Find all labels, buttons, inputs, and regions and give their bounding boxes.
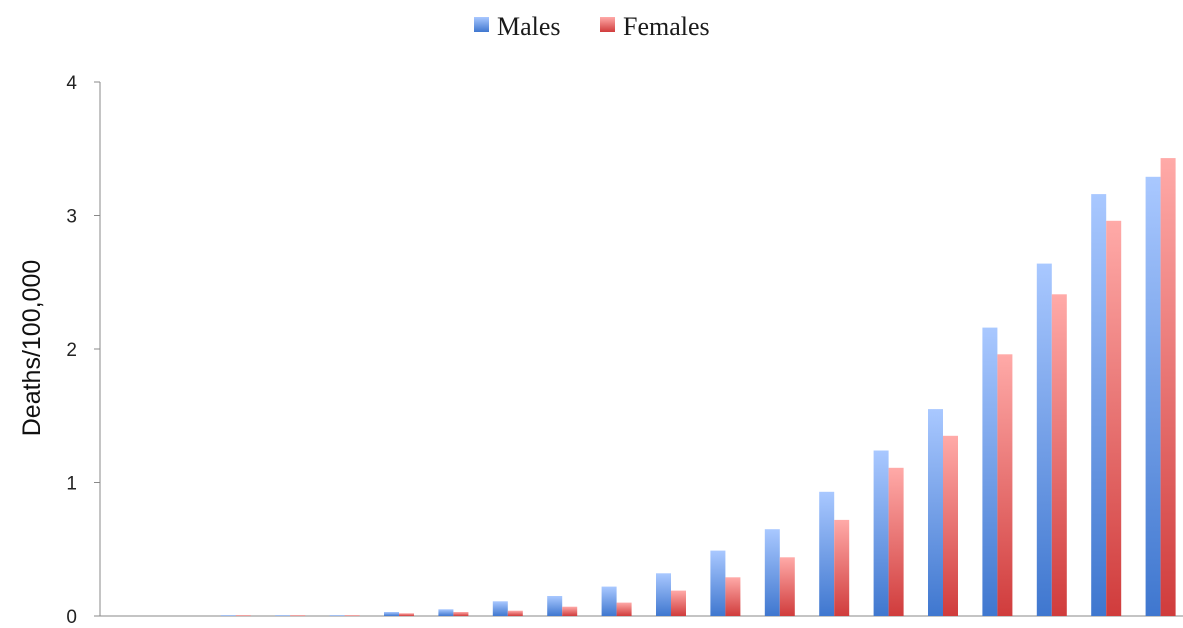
bar-female-15 bbox=[888, 467, 904, 616]
legend: Males Females bbox=[474, 12, 710, 41]
bar-female-18 bbox=[1051, 294, 1067, 616]
bar-male-15 bbox=[873, 450, 889, 616]
bar-male-13 bbox=[764, 529, 780, 616]
legend-swatch-females bbox=[600, 17, 615, 32]
y-tick-label: 0 bbox=[66, 607, 77, 628]
bar-female-9 bbox=[562, 606, 578, 616]
y-tick-label: 1 bbox=[66, 474, 77, 495]
bar-male-14 bbox=[819, 491, 835, 616]
y-tick-label: 2 bbox=[66, 340, 77, 361]
y-tick-label: 3 bbox=[66, 207, 77, 228]
bar-female-3 bbox=[235, 615, 251, 616]
bar-female-19 bbox=[1106, 220, 1122, 617]
bar-female-13 bbox=[779, 557, 795, 616]
legend-swatch-males bbox=[474, 17, 489, 32]
bar-male-12 bbox=[710, 550, 726, 616]
bar-male-16 bbox=[928, 409, 943, 616]
bar-female-17 bbox=[997, 354, 1013, 616]
bar-female-4 bbox=[290, 615, 306, 616]
bar-male-19 bbox=[1091, 194, 1107, 616]
y-axis-label: Deaths/100,000 bbox=[18, 260, 46, 437]
bar-female-16 bbox=[943, 435, 958, 616]
bar-female-6 bbox=[399, 613, 414, 616]
bar-female-10 bbox=[616, 602, 632, 616]
bar-male-10 bbox=[601, 586, 617, 616]
bars bbox=[220, 158, 1176, 617]
bar-male-3 bbox=[220, 615, 236, 616]
bar-male-18 bbox=[1036, 263, 1052, 616]
bar-male-6 bbox=[384, 612, 399, 616]
bar-female-7 bbox=[453, 612, 469, 616]
bar-male-7 bbox=[438, 609, 454, 616]
bar-male-8 bbox=[492, 601, 508, 616]
bar-male-4 bbox=[275, 615, 291, 616]
bar-male-20 bbox=[1145, 176, 1161, 617]
bar-female-11 bbox=[671, 590, 686, 616]
axes bbox=[99, 82, 1183, 617]
bar-female-12 bbox=[725, 577, 741, 616]
bar-female-14 bbox=[834, 519, 850, 616]
bar-female-5 bbox=[344, 615, 360, 616]
bar-male-11 bbox=[656, 573, 671, 616]
bar-female-20 bbox=[1160, 158, 1176, 616]
legend-label-males: Males bbox=[497, 12, 561, 41]
bar-female-8 bbox=[507, 610, 523, 616]
bar-male-5 bbox=[329, 615, 345, 616]
legend-label-females: Females bbox=[623, 12, 710, 41]
y-ticks: 0 1 2 3 4 bbox=[66, 73, 100, 628]
bar-male-17 bbox=[982, 327, 998, 616]
y-tick-label: 4 bbox=[66, 73, 77, 94]
bar-male-9 bbox=[547, 596, 563, 616]
